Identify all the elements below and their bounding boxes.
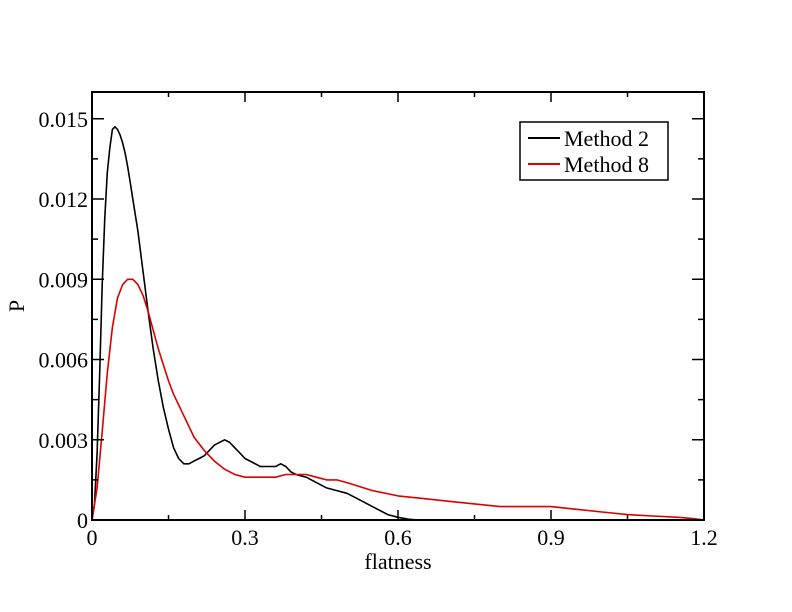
x-axis-title: flatness — [364, 549, 431, 574]
y-tick-label: 0.006 — [39, 348, 89, 373]
legend: Method 2 Method 8 — [519, 121, 669, 181]
y-tick-label: 0 — [77, 508, 88, 533]
y-tick-label: 0.009 — [39, 267, 89, 292]
y-tick-label: 0.012 — [39, 187, 89, 212]
y-tick-label: 0.015 — [39, 107, 89, 132]
series-layer — [91, 126, 705, 521]
x-tick-label: 0.3 — [231, 525, 259, 550]
legend-box — [519, 121, 669, 181]
y-axis-title: P — [4, 300, 29, 312]
x-tick-label: 0 — [87, 525, 98, 550]
x-tick-label: 0.9 — [537, 525, 565, 550]
x-tick-label: 0.6 — [384, 525, 412, 550]
x-tick-label: 1.2 — [690, 525, 718, 550]
series-line-method-2 — [91, 126, 419, 521]
series-line-method-8 — [91, 278, 705, 521]
legend-label-method-8: Method 8 — [564, 152, 649, 177]
axes-layer: 0 0.3 0.6 0.9 1.2 0 0.003 0.006 0.009 0.012 0.015 — [39, 92, 718, 550]
y-tick-label: 0.003 — [39, 428, 89, 453]
legend-label-method-2: Method 2 — [564, 126, 649, 151]
